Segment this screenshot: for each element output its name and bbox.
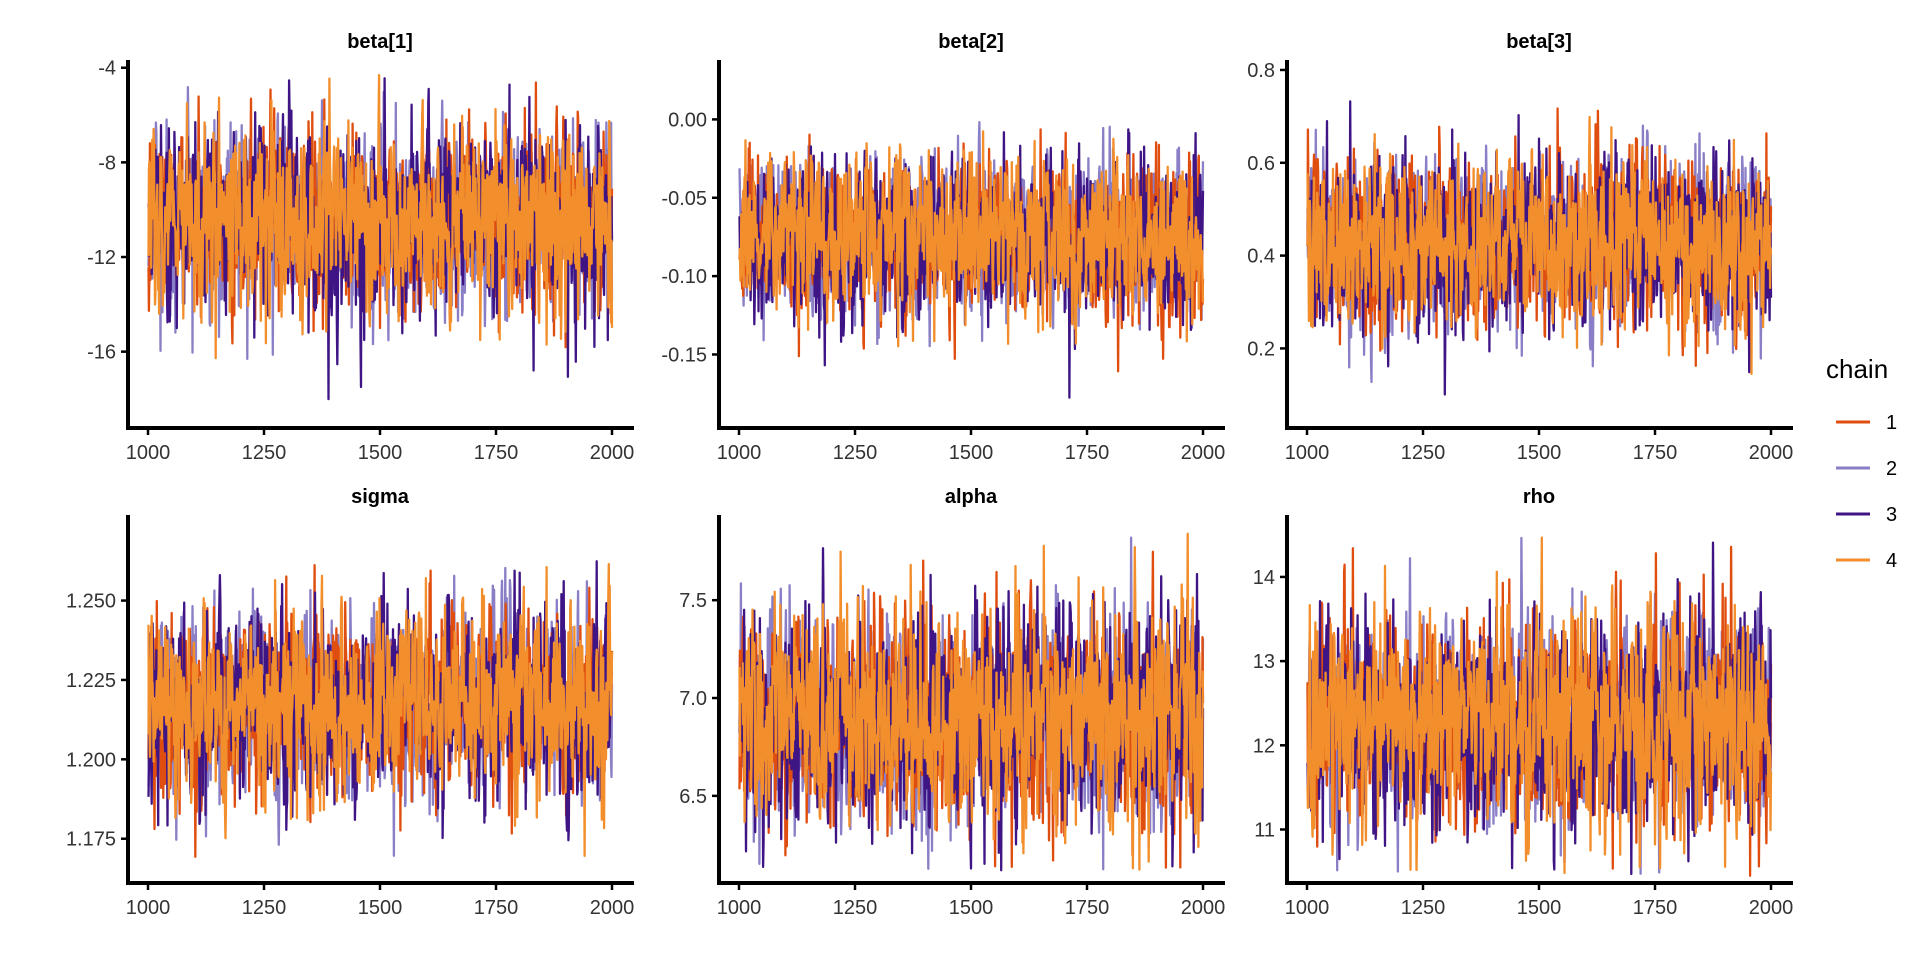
x-tick-label: 1750 [1065, 442, 1110, 464]
legend-label: 3 [1886, 504, 1897, 526]
x-tick-label: 1250 [1401, 442, 1446, 464]
y-tick-label: 0.2 [1247, 338, 1275, 360]
trace-chain-4 [147, 562, 614, 858]
x-tick-label: 1750 [474, 442, 519, 464]
y-tick-label: -0.10 [661, 266, 707, 288]
legend-label: 1 [1886, 412, 1897, 434]
y-tick-label: 0.8 [1247, 60, 1275, 82]
y-tick-label: 14 [1253, 567, 1275, 589]
x-tick-label: 1750 [474, 897, 519, 919]
legend-item-chain-2: 2 [1836, 458, 1897, 480]
y-tick-label: -4 [98, 58, 116, 80]
traces [147, 560, 614, 858]
axes: 6.5 7.0 7.5 1000 1250 1500 1750 2000 [679, 515, 1225, 919]
x-tick-label: 2000 [1749, 442, 1794, 464]
axes: -16 -12 -8 -4 1000 1250 1500 1750 2000 [87, 58, 634, 464]
trace-chain-3 [147, 77, 614, 401]
x-tick-label: 1750 [1633, 442, 1678, 464]
y-tick-label: 1.250 [66, 591, 116, 613]
legend-item-chain-3: 3 [1836, 504, 1897, 526]
x-tick-label: 2000 [1181, 442, 1226, 464]
panel-title: beta[3] [1506, 31, 1572, 53]
legend-title: chain [1826, 354, 1888, 384]
panel-alpha: alpha 6.5 7.0 7.5 1000 1250 1500 1750 2000 [679, 486, 1225, 919]
panel-title: sigma [351, 486, 410, 508]
legend-item-chain-4: 4 [1836, 550, 1897, 572]
traces [147, 73, 614, 401]
traces [738, 120, 1205, 399]
y-tick-label: 12 [1253, 735, 1275, 757]
axes: 11 12 13 14 1000 1250 1500 1750 2000 [1253, 515, 1794, 919]
y-tick-label: -16 [87, 342, 116, 364]
y-tick-label: 0.4 [1247, 246, 1275, 268]
legend-label: 4 [1886, 550, 1897, 572]
traces [1306, 100, 1773, 396]
axes: 1.175 1.200 1.225 1.250 1000 1250 1500 1750 2000 [66, 515, 634, 919]
y-tick-label: -0.05 [661, 188, 707, 210]
y-tick-label: -0.15 [661, 344, 707, 366]
trace-chain-4 [738, 130, 1205, 348]
axes: -0.15 -0.10 -0.05 0.00 1000 1250 1500 1750 2000 [661, 60, 1225, 464]
y-tick-label: 11 [1254, 819, 1275, 841]
panel-sigma: sigma 1.175 1.200 1.225 1.250 1000 1250 1500 175… [66, 486, 634, 919]
x-tick-label: 1500 [1517, 442, 1562, 464]
panel-title: alpha [945, 486, 998, 508]
trace-chain-4 [738, 532, 1205, 871]
y-tick-label: 6.5 [679, 786, 707, 808]
axes: 0.2 0.4 0.6 0.8 1000 1250 1500 1750 2000 [1247, 60, 1793, 464]
x-tick-label: 2000 [1749, 897, 1794, 919]
trace-chain-4 [1306, 115, 1773, 376]
x-tick-label: 2000 [1181, 897, 1226, 919]
x-tick-label: 1500 [949, 442, 994, 464]
panel-rho: rho 11 12 13 14 1000 1250 1500 1750 2000 [1253, 486, 1794, 919]
x-tick-label: 1500 [358, 897, 403, 919]
x-tick-label: 1750 [1633, 897, 1678, 919]
panel-beta2: beta[2] -0.15 -0.10 -0.05 0.00 1000 1250 1500 17… [661, 31, 1225, 464]
panel-title: beta[2] [938, 31, 1004, 53]
legend-item-chain-1: 1 [1836, 412, 1897, 434]
y-tick-label: 0.6 [1247, 153, 1275, 175]
x-tick-label: 1250 [833, 897, 878, 919]
y-tick-label: 1.175 [66, 829, 116, 851]
y-tick-label: 0.00 [668, 109, 707, 131]
traces [1306, 536, 1773, 877]
x-tick-label: 1750 [1065, 897, 1110, 919]
x-tick-label: 1250 [242, 442, 287, 464]
trace-chain-4 [1306, 536, 1773, 875]
x-tick-label: 1000 [717, 442, 762, 464]
x-tick-label: 1250 [242, 897, 287, 919]
y-tick-label: 7.5 [679, 590, 707, 612]
x-tick-label: 1000 [717, 897, 762, 919]
x-tick-label: 2000 [590, 442, 635, 464]
panel-beta3: beta[3] 0.2 0.4 0.6 0.8 1000 1250 1500 1750 2000 [1247, 31, 1793, 464]
panel-title: beta[1] [347, 31, 413, 53]
y-tick-label: -8 [98, 152, 116, 174]
y-tick-label: 13 [1253, 651, 1275, 673]
traces [738, 532, 1205, 872]
x-tick-label: 2000 [590, 897, 635, 919]
x-tick-label: 1000 [126, 897, 171, 919]
x-tick-label: 1000 [1285, 442, 1330, 464]
y-tick-label: 1.200 [66, 749, 116, 771]
x-tick-label: 1500 [358, 442, 403, 464]
panel-beta1: beta[1] -16 -12 -8 -4 1000 1250 1500 1750 2000 [87, 31, 634, 464]
trace-chain-4 [147, 73, 614, 360]
y-tick-label: -12 [87, 247, 116, 269]
legend-label: 2 [1886, 458, 1897, 480]
x-tick-label: 1500 [1517, 897, 1562, 919]
x-tick-label: 1000 [1285, 897, 1330, 919]
panel-title: rho [1523, 486, 1555, 508]
y-tick-label: 1.225 [66, 670, 116, 692]
x-tick-label: 1250 [1401, 897, 1446, 919]
chain-legend: chain 1 2 3 4 [1826, 354, 1897, 572]
x-tick-label: 1250 [833, 442, 878, 464]
x-tick-label: 1000 [126, 442, 171, 464]
x-tick-label: 1500 [949, 897, 994, 919]
y-tick-label: 7.0 [679, 688, 707, 710]
